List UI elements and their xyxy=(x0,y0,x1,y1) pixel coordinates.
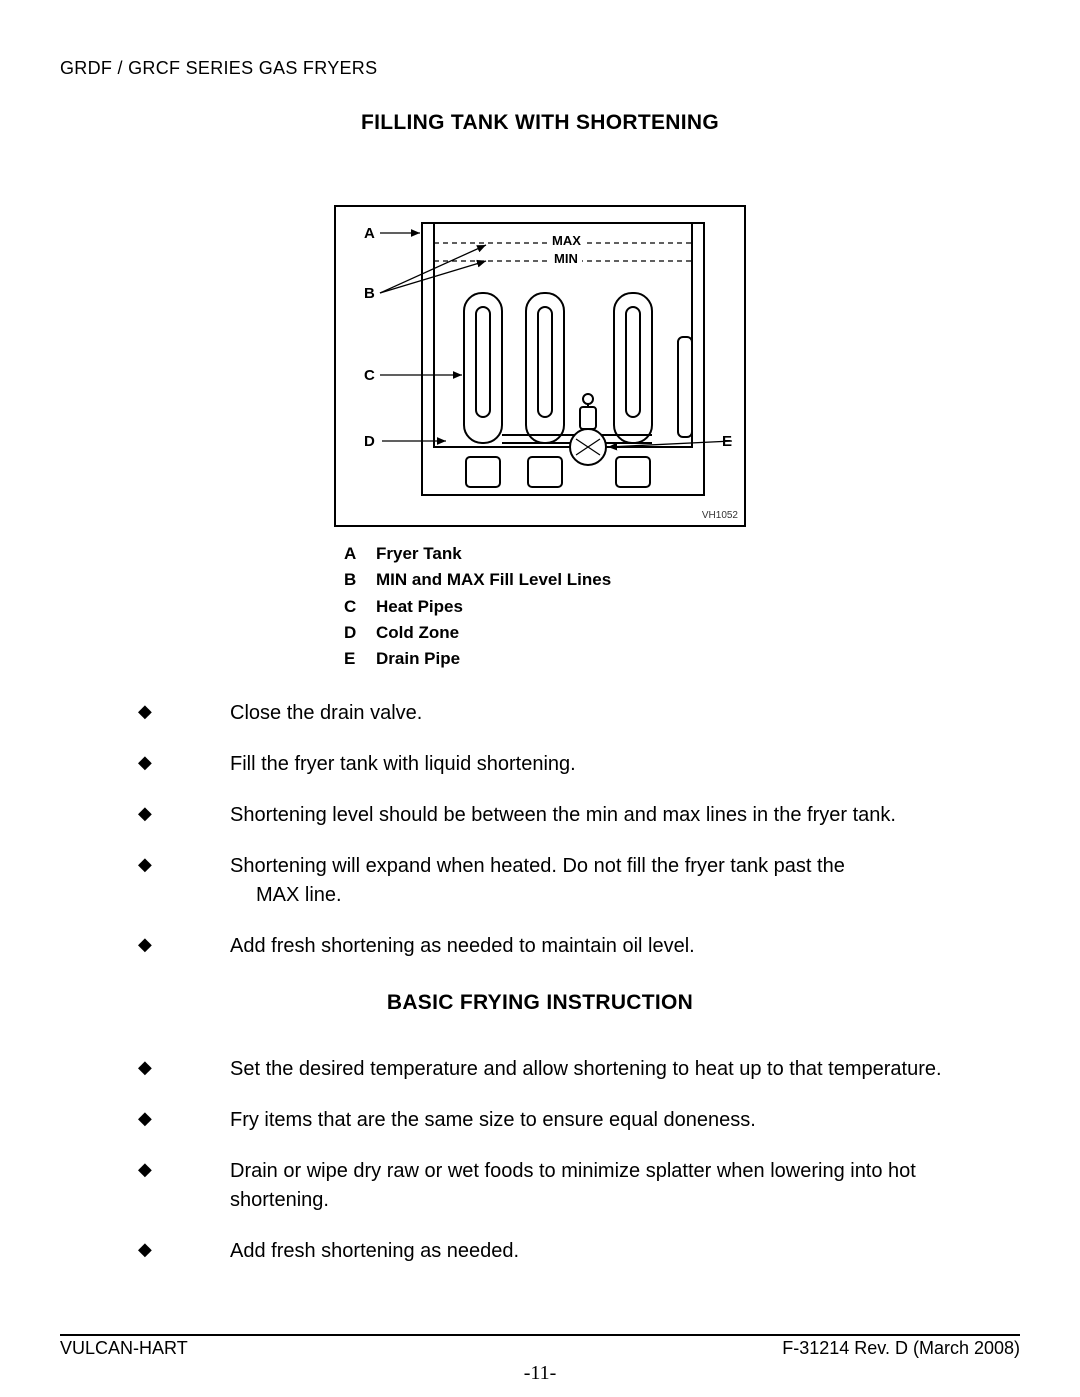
diamond-bullet-icon: ◆ xyxy=(138,699,230,723)
bullet-row: ◆Add fresh shortening as needed to maint… xyxy=(138,932,980,961)
page-number: -11- xyxy=(0,1362,1080,1385)
footer-left: VULCAN-HART xyxy=(60,1338,188,1359)
fryer-diagram: A B C D E MAX MIN VH1052 xyxy=(334,205,746,527)
bullet-text: Shortening will expand when heated. Do n… xyxy=(230,852,855,910)
diagram-container: A B C D E MAX MIN VH1052 xyxy=(334,205,746,527)
diagram-label-c: C xyxy=(364,367,375,384)
legend-row: C Heat Pipes xyxy=(344,594,746,620)
section-title-filling: FILLING TANK WITH SHORTENING xyxy=(60,111,1020,135)
legend-text: Heat Pipes xyxy=(376,594,463,620)
page-footer: VULCAN-HART F-31214 Rev. D (March 2008) xyxy=(60,1334,1020,1359)
diagram-label-b: B xyxy=(364,285,375,302)
diamond-bullet-icon: ◆ xyxy=(138,852,230,876)
bullet-text: Add fresh shortening as needed. xyxy=(230,1237,529,1266)
section-title-basic-frying: BASIC FRYING INSTRUCTION xyxy=(60,991,1020,1015)
diamond-bullet-icon: ◆ xyxy=(138,1055,230,1079)
diagram-min: MIN xyxy=(550,251,582,266)
bullet-text: Shortening level should be between the m… xyxy=(230,801,906,830)
diamond-bullet-icon: ◆ xyxy=(138,1106,230,1130)
bullet-text: Fry items that are the same size to ensu… xyxy=(230,1106,766,1135)
page: GRDF / GRCF SERIES GAS FRYERS FILLING TA… xyxy=(0,0,1080,1397)
bullet-row: ◆Set the desired temperature and allow s… xyxy=(138,1055,980,1084)
diagram-code: VH1052 xyxy=(702,510,738,521)
diamond-bullet-icon: ◆ xyxy=(138,1157,230,1181)
diamond-bullet-icon: ◆ xyxy=(138,1237,230,1261)
legend-text: Cold Zone xyxy=(376,620,459,646)
footer-rule: VULCAN-HART F-31214 Rev. D (March 2008) xyxy=(60,1334,1020,1359)
diagram-label-a: A xyxy=(364,225,375,242)
bullet-text: Drain or wipe dry raw or wet foods to mi… xyxy=(230,1157,980,1215)
bullet-row: ◆Drain or wipe dry raw or wet foods to m… xyxy=(138,1157,980,1215)
diagram-legend: A Fryer Tank B MIN and MAX Fill Level Li… xyxy=(334,541,746,673)
bullet-row: ◆Shortening level should be between the … xyxy=(138,801,980,830)
bullet-row: ◆Close the drain valve. xyxy=(138,699,980,728)
bullets-filling: ◆Close the drain valve.◆Fill the fryer t… xyxy=(60,699,1020,961)
diamond-bullet-icon: ◆ xyxy=(138,801,230,825)
legend-key: A xyxy=(344,541,360,567)
diamond-bullet-icon: ◆ xyxy=(138,750,230,774)
legend-key: E xyxy=(344,646,360,672)
legend-key: B xyxy=(344,567,360,593)
legend-key: D xyxy=(344,620,360,646)
bullet-text: Add fresh shortening as needed to mainta… xyxy=(230,932,705,961)
bullet-row: ◆Fry items that are the same size to ens… xyxy=(138,1106,980,1135)
diamond-bullet-icon: ◆ xyxy=(138,932,230,956)
legend-key: C xyxy=(344,594,360,620)
bullet-text: Fill the fryer tank with liquid shorteni… xyxy=(230,750,586,779)
legend-text: Drain Pipe xyxy=(376,646,460,672)
legend-row: A Fryer Tank xyxy=(344,541,746,567)
diagram-label-d: D xyxy=(364,433,375,450)
legend-row: D Cold Zone xyxy=(344,620,746,646)
fryer-svg xyxy=(336,207,748,529)
header-product-line: GRDF / GRCF SERIES GAS FRYERS xyxy=(60,58,1020,79)
legend-text: Fryer Tank xyxy=(376,541,462,567)
diagram-max: MAX xyxy=(548,233,585,248)
diagram-label-e: E xyxy=(722,433,732,450)
bullet-text: Close the drain valve. xyxy=(230,699,432,728)
bullet-row: ◆Shortening will expand when heated. Do … xyxy=(138,852,980,910)
bullet-text: Set the desired temperature and allow sh… xyxy=(230,1055,952,1084)
bullet-row: ◆Add fresh shortening as needed. xyxy=(138,1237,980,1266)
legend-row: B MIN and MAX Fill Level Lines xyxy=(344,567,746,593)
legend-row: E Drain Pipe xyxy=(344,646,746,672)
footer-right: F-31214 Rev. D (March 2008) xyxy=(782,1338,1020,1359)
bullet-row: ◆Fill the fryer tank with liquid shorten… xyxy=(138,750,980,779)
legend-text: MIN and MAX Fill Level Lines xyxy=(376,567,611,593)
bullets-basic-frying: ◆Set the desired temperature and allow s… xyxy=(60,1055,1020,1266)
